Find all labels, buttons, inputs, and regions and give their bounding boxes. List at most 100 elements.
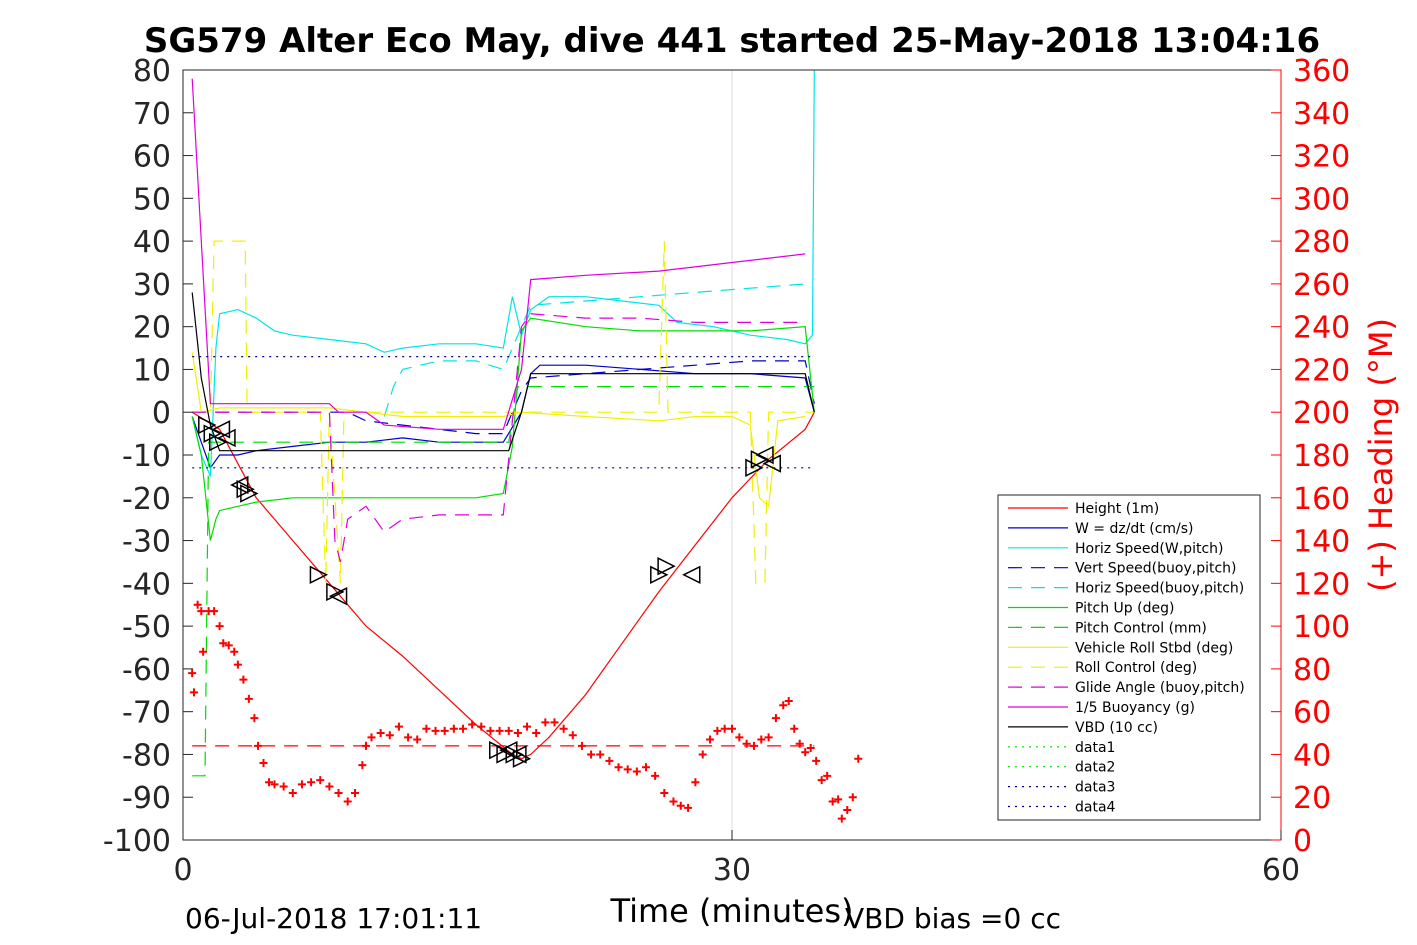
heading-point — [254, 741, 263, 750]
heading-point — [230, 647, 239, 656]
heading-point — [834, 795, 843, 804]
heading-point — [394, 722, 403, 731]
right-y-axis: 3603403203002802602402202001801601401201… — [1271, 54, 1350, 859]
heading-point — [358, 761, 367, 770]
heading-point — [404, 733, 413, 742]
heading-point — [297, 780, 306, 789]
heading-point — [614, 763, 623, 772]
legend-box — [997, 494, 1261, 821]
series-line-8 — [192, 240, 815, 584]
series-line-4 — [383, 283, 806, 417]
heading-point — [641, 763, 650, 772]
tick-label-left: 10 — [133, 353, 171, 388]
turn-marker-right — [512, 749, 532, 768]
chart-title: SG579 Alter Eco May, dive 441 started 25… — [144, 21, 1320, 61]
tick-label-left: -80 — [122, 738, 171, 773]
turn-marker-right — [657, 557, 676, 576]
heading-point — [458, 724, 467, 733]
heading-point — [239, 675, 248, 684]
heading-point — [351, 788, 360, 797]
tick-label-x: 30 — [713, 853, 751, 888]
heading-point — [587, 750, 596, 759]
heading-point — [316, 776, 325, 785]
heading-point — [210, 607, 219, 616]
turn-marker-right — [198, 415, 217, 435]
heading-point — [843, 806, 852, 815]
heading-point — [771, 714, 780, 723]
heading-point — [233, 660, 242, 669]
heading-point — [265, 778, 274, 787]
turn-marker-right — [326, 582, 345, 602]
heading-point — [477, 722, 486, 731]
tick-label-x: 60 — [1262, 853, 1300, 888]
heading-point — [513, 729, 522, 738]
heading-point — [660, 788, 669, 797]
tick-label-right: 180 — [1293, 439, 1350, 474]
heading-point — [550, 718, 559, 727]
legend-label: data2 — [1075, 760, 1115, 776]
heading-point — [812, 756, 821, 765]
heading-point — [199, 647, 208, 656]
heading-point — [431, 726, 440, 735]
tick-label-right: 220 — [1293, 353, 1350, 388]
turn-marker-right — [209, 432, 228, 452]
turn-marker-left — [217, 428, 236, 448]
tick-label-left: -30 — [122, 525, 171, 560]
heading-point — [669, 797, 678, 806]
series-line-0 — [191, 411, 815, 760]
heading-point — [413, 735, 422, 744]
heading-point — [632, 767, 641, 776]
heading-point — [188, 669, 197, 678]
heading-point — [367, 733, 376, 742]
heading-point — [720, 724, 729, 733]
heading-point — [801, 748, 810, 757]
legend-label: VBD (10 cc) — [1075, 720, 1158, 736]
tick-label-left: 0 — [152, 396, 171, 431]
heading-point — [250, 714, 259, 723]
heading-point — [706, 735, 715, 744]
heading-point — [764, 733, 773, 742]
footer-vbd-bias: VBD bias =0 cc — [845, 902, 1061, 935]
tick-label-left: 40 — [133, 225, 171, 260]
turn-marker-left — [508, 745, 527, 764]
tick-label-x: 0 — [173, 853, 192, 888]
turn-marker-left — [230, 475, 249, 495]
turn-marker-right — [203, 424, 222, 443]
heading-point — [596, 750, 605, 759]
heading-point — [779, 701, 788, 710]
turn-marker-left — [499, 740, 518, 760]
legend: Height (1m) W = dz/dt (cm/s) Horiz Speed(W… — [997, 494, 1261, 821]
heading-point — [193, 600, 202, 609]
heading-point — [362, 741, 370, 750]
turn-marker-left — [328, 586, 348, 606]
heading-point — [559, 724, 568, 733]
heading-point — [837, 814, 846, 823]
heading-point — [790, 724, 799, 733]
tick-label-right: 100 — [1293, 610, 1350, 645]
tick-label-left: 60 — [133, 140, 171, 175]
legend-label: Vert Speed(buoy,pitch) — [1075, 561, 1237, 577]
heading-point — [224, 641, 233, 650]
heading-point — [817, 776, 826, 785]
heading-point — [742, 739, 751, 748]
tick-label-left: 70 — [133, 97, 171, 132]
heading-point — [334, 788, 343, 797]
tick-label-right: 0 — [1293, 824, 1312, 859]
tick-label-left: -10 — [122, 439, 171, 474]
turn-marker-left — [211, 420, 231, 439]
heading-point — [495, 726, 504, 735]
turn-marker-left — [762, 454, 782, 473]
tick-label-left: -100 — [103, 824, 171, 859]
heading-point — [440, 726, 449, 735]
tick-label-right: 120 — [1293, 567, 1350, 602]
tick-label-right: 80 — [1293, 653, 1331, 688]
heading-point — [676, 801, 685, 810]
heading-point — [486, 726, 495, 735]
series-layer — [191, 70, 815, 777]
heading-point — [749, 741, 758, 750]
heading-point — [757, 735, 766, 744]
tick-label-right: 40 — [1293, 738, 1331, 773]
tick-label-left: -40 — [122, 567, 171, 602]
heading-point — [854, 754, 863, 763]
tick-label-right: 300 — [1293, 182, 1350, 217]
